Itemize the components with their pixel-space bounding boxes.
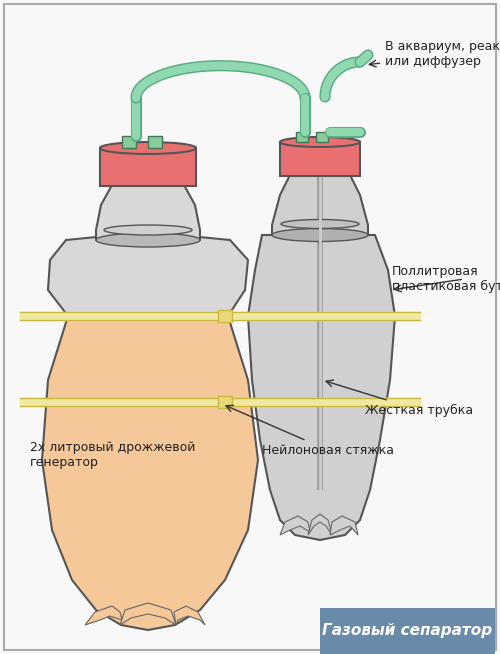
- Ellipse shape: [280, 137, 360, 147]
- Polygon shape: [272, 175, 368, 235]
- Bar: [296, 132, 308, 142]
- Bar: [280, 142, 360, 176]
- Text: 2х литровый дрожжевой
генератор: 2х литровый дрожжевой генератор: [30, 441, 196, 469]
- Polygon shape: [308, 514, 332, 535]
- Ellipse shape: [96, 233, 200, 247]
- Ellipse shape: [272, 228, 368, 241]
- Text: В аквариум, реактор
или диффузер: В аквариум, реактор или диффузер: [370, 40, 500, 68]
- Polygon shape: [48, 232, 248, 316]
- Text: Жесткая трубка: Жесткая трубка: [326, 380, 473, 417]
- Bar: [320, 608, 495, 654]
- Text: Поллитровая
пластиковая бутылка: Поллитровая пластиковая бутылка: [392, 265, 500, 293]
- Polygon shape: [248, 235, 395, 540]
- Polygon shape: [42, 316, 258, 630]
- Bar: [122, 136, 136, 148]
- Polygon shape: [280, 516, 310, 535]
- Polygon shape: [96, 185, 200, 240]
- Polygon shape: [174, 606, 205, 625]
- Bar: [100, 148, 196, 186]
- Polygon shape: [330, 516, 358, 535]
- Polygon shape: [120, 603, 176, 625]
- Ellipse shape: [104, 225, 192, 235]
- Text: Нейлоновая стяжка: Нейлоновая стяжка: [226, 405, 394, 456]
- Text: Газовый сепаратор: Газовый сепаратор: [322, 623, 492, 638]
- Bar: [148, 136, 162, 148]
- Ellipse shape: [100, 142, 196, 154]
- Bar: [218, 310, 232, 322]
- Bar: [316, 132, 328, 142]
- Bar: [218, 396, 232, 408]
- Polygon shape: [85, 606, 122, 625]
- Ellipse shape: [281, 220, 359, 228]
